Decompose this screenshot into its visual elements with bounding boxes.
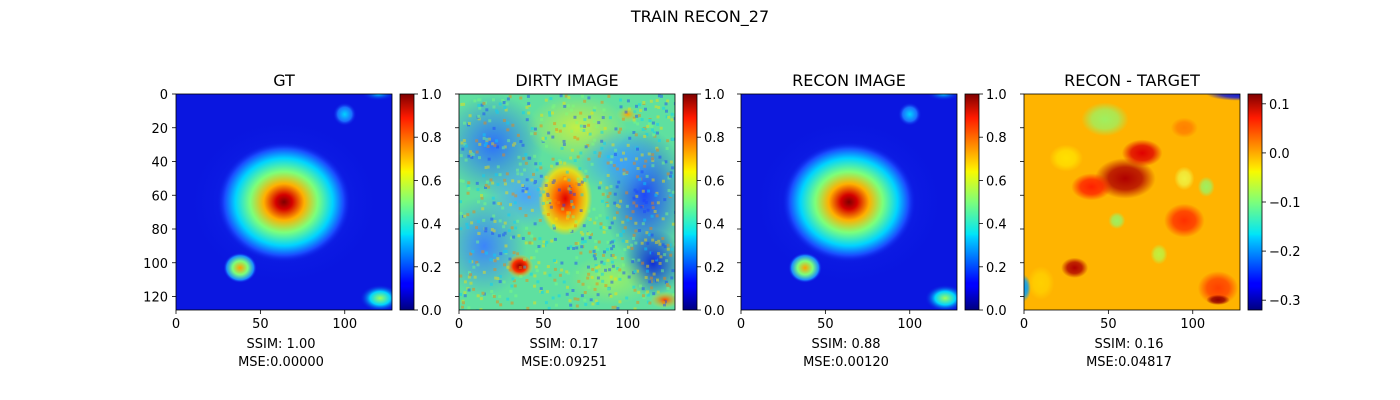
colorbar: 0.1 0.0 −0.1 −0.2 −0.3 — [1247, 93, 1301, 311]
colorbar-tick-label: 1.0 — [704, 88, 725, 103]
y-tick-label: 0 — [160, 88, 168, 103]
colorbar-tick-label: −0.2 — [1269, 245, 1301, 260]
axes-frame — [740, 93, 958, 311]
panel-4: RECON - TARGET 0 50 100 SSIM: 0.16 MSE:0.0481… — [1020, 71, 1301, 370]
axes-frame — [458, 93, 676, 311]
colorbar: 0.0 0.2 0.4 0.6 0.8 1.0 — [964, 88, 1007, 319]
heatmap-image — [176, 94, 392, 310]
panel-title: RECON IMAGE — [792, 71, 906, 90]
colorbar-gradient — [682, 93, 698, 311]
y-tick-label: 100 — [143, 257, 168, 272]
colorbar-tick-label: 0.0 — [1269, 147, 1290, 162]
ssim-caption: SSIM: 0.17 — [529, 337, 598, 352]
mse-caption: MSE:0.04817 — [1086, 355, 1172, 370]
y-tick-label: 20 — [151, 122, 168, 137]
x-tick-label: 0 — [737, 317, 745, 332]
ssim-caption: SSIM: 1.00 — [246, 337, 315, 352]
heatmap-image — [741, 94, 957, 310]
axes-frame — [175, 93, 393, 311]
x-tick-label: 50 — [535, 317, 552, 332]
panel-title: DIRTY IMAGE — [515, 71, 618, 90]
x-tick-label: 100 — [332, 317, 357, 332]
colorbar-tick-label: 0.4 — [986, 218, 1007, 233]
colorbar: 0.0 0.2 0.4 0.6 0.8 1.0 — [682, 88, 725, 319]
colorbar-tick-label: −0.3 — [1269, 294, 1301, 309]
colorbar-tick-label: 0.0 — [704, 304, 725, 319]
colorbar-tick-label: 0.8 — [421, 131, 442, 146]
mse-caption: MSE:0.00120 — [803, 355, 889, 370]
ssim-caption: SSIM: 0.88 — [811, 337, 880, 352]
x-tick-label: 0 — [172, 317, 180, 332]
colorbar-tick-label: 0.6 — [704, 174, 725, 189]
x-tick-label: 50 — [1100, 317, 1117, 332]
colorbar-tick-label: 0.2 — [986, 261, 1007, 276]
x-tick-label: 0 — [455, 317, 463, 332]
axes-frame — [1023, 93, 1241, 311]
colorbar-tick-label: 0.6 — [421, 174, 442, 189]
panel-title: RECON - TARGET — [1064, 71, 1200, 90]
colorbar-tick-label: 0.2 — [421, 261, 442, 276]
figure-title: TRAIN RECON_27 — [630, 7, 769, 27]
colorbar-tick-label: 1.0 — [986, 88, 1007, 103]
colorbar-tick-label: −0.1 — [1269, 196, 1301, 211]
x-tick-label: 0 — [1020, 317, 1028, 332]
heatmap-image — [459, 94, 675, 310]
x-tick-label: 100 — [615, 317, 640, 332]
colorbar-tick-label: 0.4 — [421, 218, 442, 233]
y-tick-label: 40 — [151, 156, 168, 171]
y-tick-label: 80 — [151, 223, 168, 238]
colorbar-tick-label: 0.2 — [704, 261, 725, 276]
colorbar-tick-label: 0.8 — [704, 131, 725, 146]
colorbar-tick-label: 1.0 — [421, 88, 442, 103]
colorbar-tick-label: 0.0 — [986, 304, 1007, 319]
panel-title: GT — [273, 71, 295, 90]
y-tick-label: 120 — [143, 291, 168, 306]
mse-caption: MSE:0.09251 — [521, 355, 607, 370]
x-tick-label: 50 — [817, 317, 834, 332]
colorbar-gradient — [399, 93, 415, 311]
panel-3: RECON IMAGE 0 50 100 SSIM: 0.88 MSE:0.00120 0.… — [737, 71, 1007, 370]
panel-2: DIRTY IMAGE 0 50 100 SSIM: 0.17 MSE:0.09251 0.… — [455, 71, 725, 370]
colorbar-tick-label: 0.6 — [986, 174, 1007, 189]
x-tick-label: 50 — [252, 317, 269, 332]
mse-caption: MSE:0.00000 — [238, 355, 324, 370]
colorbar: 0.0 0.2 0.4 0.6 0.8 1.0 — [399, 88, 442, 319]
colorbar-tick-label: 0.1 — [1269, 98, 1290, 113]
heatmap-image — [1024, 94, 1240, 310]
ssim-caption: SSIM: 0.16 — [1094, 337, 1163, 352]
y-tick-label: 60 — [151, 189, 168, 204]
colorbar-gradient — [1247, 93, 1263, 311]
panels: GT 0 50 100 0 20 40 60 80 100 120 SSIM: 1.00 MSE:0.0… — [143, 71, 1300, 370]
x-tick-label: 100 — [1180, 317, 1205, 332]
x-tick-label: 100 — [897, 317, 922, 332]
colorbar-tick-label: 0.8 — [986, 131, 1007, 146]
colorbar-tick-label: 0.0 — [421, 304, 442, 319]
colorbar-tick-label: 0.4 — [704, 218, 725, 233]
colorbar-gradient — [964, 93, 980, 311]
panel-1: GT 0 50 100 0 20 40 60 80 100 120 SSIM: 1.00 MSE:0.0… — [143, 71, 442, 370]
